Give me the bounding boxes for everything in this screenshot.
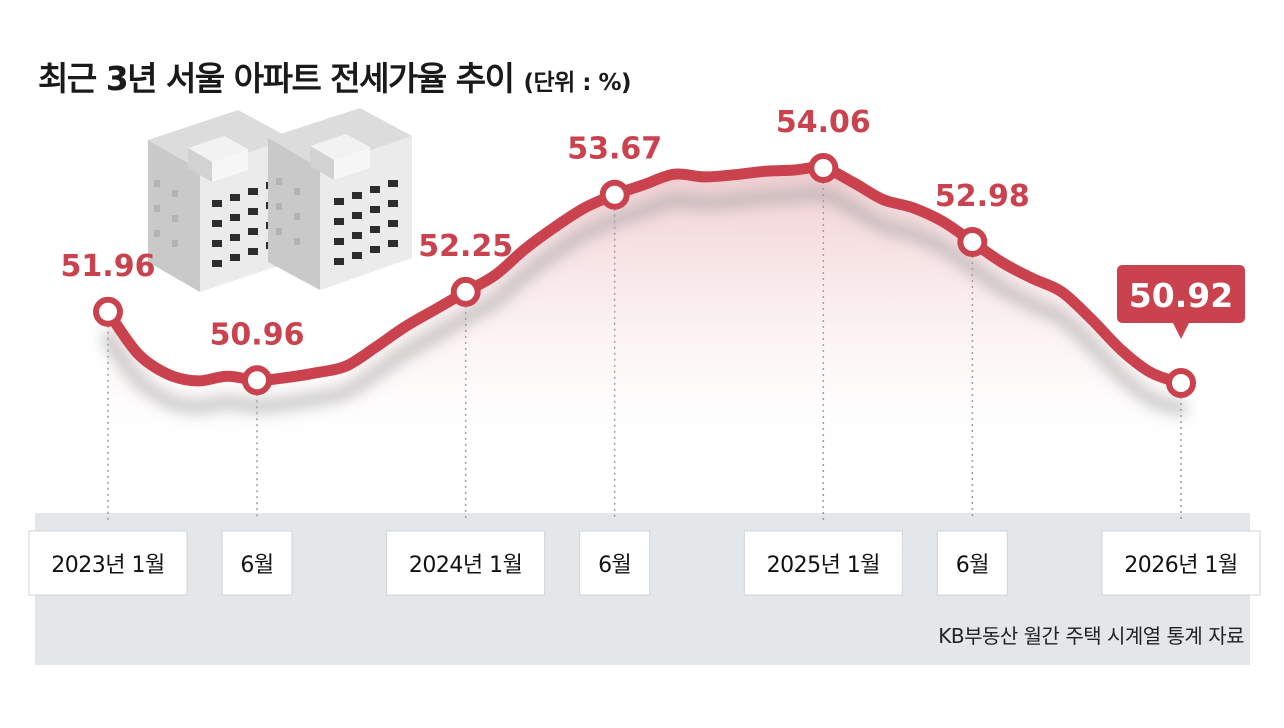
point-marker [93,296,123,327]
point-marker [599,179,630,210]
source-note: KB부동산 월간 주택 시계열 통계 자료 [938,624,1244,648]
value-label: 52.98 [935,179,1030,214]
point-marker [242,365,273,396]
value-label: 51.96 [61,249,156,284]
x-tick-label: 2026년 1월 [1124,553,1237,578]
unit-label: (단위 : %) [523,70,632,96]
tick-label-box [221,530,293,596]
point-markers [93,153,1196,398]
tick-label-box [579,530,651,596]
tick-label-box [28,530,188,596]
point-marker [957,226,988,257]
x-tick-label: 2023년 1월 [51,553,164,578]
area-glow [108,167,1181,470]
x-tick-label: 2025년 1월 [767,553,880,578]
x-tick-labels: 2023년 1월 6월 2024년 1월 6월 2025년 1월 6월 2026년 1월 [28,530,1261,596]
callout-bubble [1117,265,1245,339]
line-shadow [101,186,1188,416]
tick-label-box [1101,530,1261,596]
point-marker [808,153,839,183]
value-label: 50.96 [210,317,305,352]
x-tick-label: 6월 [956,553,989,578]
apartment-illustration [148,108,412,292]
title-row: 최근 3년 서울 아파트 전세가율 추이 (단위 : %) [38,52,632,100]
value-label: 52.25 [418,229,513,264]
tick-label-box [936,530,1008,596]
x-tick-label: 6월 [240,553,273,578]
value-labels: 51.96 50.96 52.25 53.67 54.06 52.98 50.92 [61,105,1245,352]
chart-title: 최근 3년 서울 아파트 전세가율 추이 [38,59,515,98]
callout-box [1117,265,1245,339]
point-marker [1166,368,1196,398]
tick-label-box [743,530,903,596]
value-label: 50.92 [1129,276,1233,315]
series-line [102,161,1187,389]
value-label: 54.06 [776,105,871,140]
value-label: 53.67 [567,132,662,167]
x-tick-label: 2024년 1월 [409,553,522,578]
tick-label-box [386,530,546,596]
x-tick-label: 6월 [598,553,631,578]
point-marker [450,276,481,307]
